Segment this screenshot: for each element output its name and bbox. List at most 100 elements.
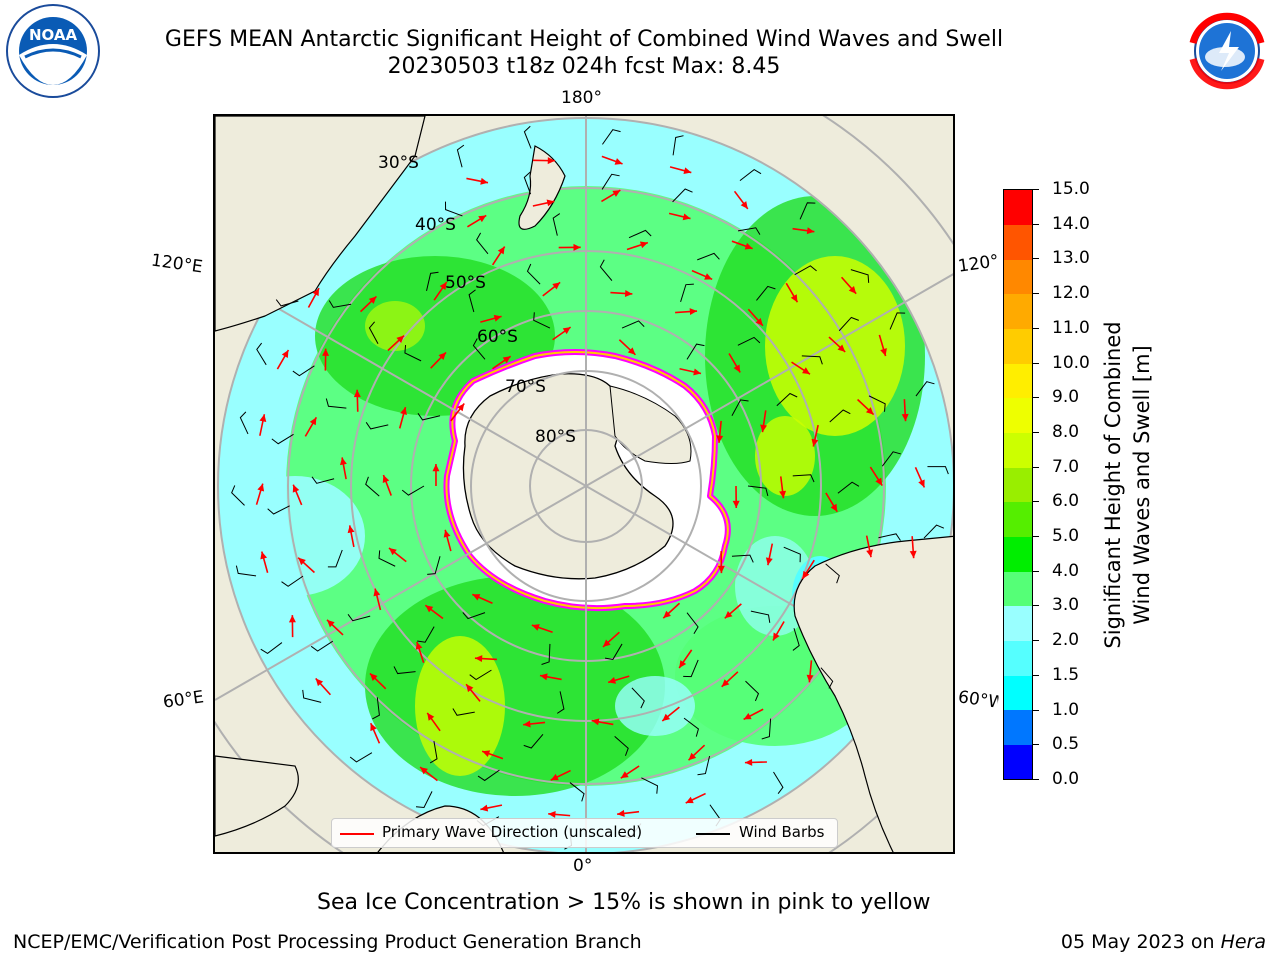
wave-arrow-head xyxy=(806,674,814,683)
wave-arrow-head xyxy=(875,477,883,486)
wave-arrow-head xyxy=(682,213,691,221)
wind-barb xyxy=(737,336,761,346)
wave-arrow-head xyxy=(717,565,725,574)
wind-barbs xyxy=(231,125,949,850)
lat-label-60: 60°S xyxy=(477,327,518,347)
colorbar-band xyxy=(1004,501,1032,537)
colorbar-tick-mark xyxy=(1033,536,1039,537)
colorbar-band xyxy=(1004,744,1032,780)
wind-barb xyxy=(731,399,749,416)
wave-arrow-head xyxy=(298,557,306,566)
wave-arrow-head xyxy=(546,199,555,207)
colorbar-tick-label: 1.0 xyxy=(1052,700,1080,720)
wave-arrow-head xyxy=(744,758,753,766)
wind-barb xyxy=(672,135,684,156)
wind-barb xyxy=(239,411,249,435)
wind-barb xyxy=(739,168,762,182)
wave-arrow-head xyxy=(322,348,330,356)
wind-barb xyxy=(311,476,335,484)
wave-arrow-head xyxy=(457,403,465,412)
wave-arrow-head xyxy=(740,201,748,209)
colorbar-tick-label: 12.0 xyxy=(1052,283,1090,303)
wave-arrow-head xyxy=(368,296,377,304)
wind-barb xyxy=(378,550,396,567)
wave-arrow-head xyxy=(683,167,692,175)
wave-arrow-head xyxy=(760,424,768,433)
lon-label-lower-right: 60°W xyxy=(956,687,1000,713)
wind-barb xyxy=(599,259,613,281)
wind-barb xyxy=(404,344,422,362)
wave-arrow-head xyxy=(573,243,581,251)
wave-arrow-head xyxy=(257,483,265,492)
chart-title: GEFS MEAN Antarctic Significant Height o… xyxy=(164,27,1004,52)
colorbar-tick-mark xyxy=(1033,224,1039,225)
wave-arrow-head xyxy=(339,457,347,466)
colorbar-band xyxy=(1004,536,1032,572)
wind-barb xyxy=(452,708,475,716)
wave-legend-swatch xyxy=(340,833,374,835)
wind-barb xyxy=(621,320,645,329)
wind-barb xyxy=(680,283,694,303)
wind-barb xyxy=(750,610,771,623)
wind-barb xyxy=(365,422,389,430)
wind-barb xyxy=(556,691,565,714)
wave-arrow-head xyxy=(482,750,491,757)
wind-barb xyxy=(773,771,784,795)
wave-arrow-head xyxy=(743,712,752,720)
wind-barb xyxy=(792,474,815,483)
wave-arrow-head xyxy=(620,771,629,779)
wave-arrow-head xyxy=(420,767,428,775)
wind-barb xyxy=(799,202,816,220)
wave-arrow-head xyxy=(693,368,702,376)
antarctica xyxy=(443,349,731,612)
wind-barb xyxy=(552,213,561,236)
wind-barb xyxy=(393,666,416,675)
colorbar-band xyxy=(1004,605,1032,641)
wave-arrow-head xyxy=(288,615,296,623)
wave-arrow-head xyxy=(312,288,320,297)
wind-barb xyxy=(427,556,441,575)
colorbar-tick-label: 5.0 xyxy=(1052,526,1080,546)
africa-east xyxy=(215,755,299,837)
wind-barb xyxy=(231,485,245,506)
australia xyxy=(215,116,426,332)
wave-arrow-head xyxy=(802,367,810,375)
wave-arrow-head xyxy=(773,632,780,641)
colorbar-tick-mark xyxy=(1033,363,1039,364)
wind-barb xyxy=(468,289,476,313)
wave-arrow-head xyxy=(639,241,648,249)
wind-barb xyxy=(683,659,699,678)
wind-barb xyxy=(794,265,817,276)
wave-arrow-head xyxy=(327,619,335,628)
wind-barb xyxy=(325,398,347,409)
wave-arrow-head xyxy=(608,677,617,684)
wave-arrow-head xyxy=(353,389,361,398)
colorbar-tick-label: 13.0 xyxy=(1052,248,1090,268)
lon-label-upper-right: 120°W xyxy=(956,251,1000,277)
wind-barb xyxy=(523,171,532,195)
wave-arrow-head xyxy=(369,673,378,681)
wave-arrow-head xyxy=(779,490,787,499)
colorbar xyxy=(1003,189,1033,780)
colorbar-band xyxy=(1004,259,1032,295)
colorbar-tick-mark xyxy=(1033,744,1039,745)
wave-arrow-head xyxy=(388,547,397,556)
colorbar-band xyxy=(1004,328,1032,364)
wind-barb xyxy=(417,626,435,643)
colorbar-tick-mark xyxy=(1033,467,1039,468)
wind-barb xyxy=(426,271,439,291)
lat-label-70: 70°S xyxy=(505,377,546,397)
wave-arrow-head xyxy=(478,215,487,223)
wind-barb xyxy=(601,173,620,190)
wave-arrow-head xyxy=(480,177,488,185)
wind-barb xyxy=(533,312,551,329)
wave-arrow-head xyxy=(880,348,887,357)
nws-logo xyxy=(1179,3,1275,99)
south-america xyxy=(793,535,953,852)
wave-arrow-head xyxy=(497,246,505,255)
wave-arrow-head xyxy=(602,639,611,647)
wave-arrow-head xyxy=(502,356,511,364)
wave-arrow-head xyxy=(466,684,474,693)
wind-barb xyxy=(444,201,463,217)
wave-arrow-head xyxy=(685,796,694,804)
